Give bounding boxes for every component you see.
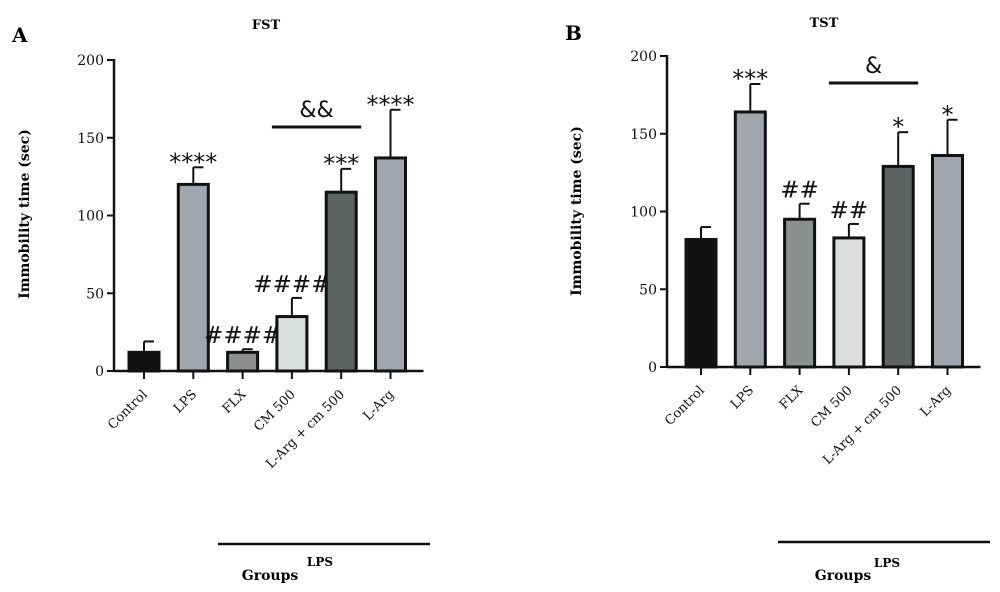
plot-area-b: 0 50 100 150 200 Control LPS *** FLX ## CM 500 ## L-… bbox=[630, 49, 981, 468]
x-tick-label-b: CM 500 bbox=[808, 383, 856, 431]
x-tick-label-a: L-Arg bbox=[361, 387, 398, 424]
group-label-b: LPS bbox=[874, 556, 900, 570]
y-tick-label-a: 200 bbox=[77, 53, 104, 69]
bracket-label-b: & bbox=[865, 54, 882, 79]
panel-label-a: A bbox=[11, 23, 28, 47]
y-tick-label-b: 100 bbox=[630, 205, 657, 221]
bar-b bbox=[684, 237, 718, 369]
x-tick-label-b: LPS bbox=[728, 383, 757, 412]
significance-label-a: **** bbox=[169, 148, 217, 176]
x-tick-label-a: LPS bbox=[171, 387, 200, 416]
x-axis-label-b: Groups bbox=[815, 568, 872, 584]
y-tick-label-a: 0 bbox=[95, 364, 104, 380]
x-tick-label-b: FLX bbox=[777, 383, 807, 413]
x-tick-label-a: Control bbox=[105, 387, 151, 433]
x-axis-label-a: Groups bbox=[242, 568, 299, 584]
y-tick-label-a: 150 bbox=[77, 131, 104, 147]
y-tick-label-a: 50 bbox=[86, 286, 104, 302]
y-tick-label-b: 200 bbox=[630, 49, 657, 65]
x-tick-label-a: CM 500 bbox=[251, 387, 299, 435]
significance-label-b: * bbox=[892, 113, 904, 141]
bar-a bbox=[275, 315, 309, 373]
y-tick-label-b: 0 bbox=[648, 360, 657, 376]
bar-a bbox=[226, 350, 260, 373]
y-tick-label-b: 150 bbox=[630, 127, 657, 143]
y-tick-label-a: 100 bbox=[77, 209, 104, 225]
x-tick-label-a: FLX bbox=[220, 387, 250, 417]
significance-label-b: ## bbox=[780, 178, 819, 204]
bar-b bbox=[783, 217, 817, 369]
significance-label-b: ## bbox=[830, 198, 869, 224]
bar-a bbox=[324, 190, 358, 373]
panel-fst: A FST Immobility time (sec) 0 50 100 150 200… bbox=[11, 18, 430, 584]
bar-b bbox=[931, 154, 964, 369]
panel-tst: B TST Immobility time (sec) 0 50 100 150 200… bbox=[565, 16, 990, 584]
y-tick-label-b: 50 bbox=[639, 282, 657, 298]
significance-label-a: #### bbox=[204, 323, 281, 349]
significance-label-a: #### bbox=[253, 272, 330, 298]
significance-label-a: *** bbox=[323, 150, 359, 178]
chart-title-fst: FST bbox=[252, 18, 281, 33]
group-label-a: LPS bbox=[307, 555, 333, 569]
significance-label-b: *** bbox=[732, 65, 768, 93]
y-axis-label-b: Immobility time (sec) bbox=[569, 126, 585, 296]
significance-label-b: * bbox=[942, 101, 954, 129]
bar-a bbox=[127, 350, 161, 373]
bar-a bbox=[176, 182, 210, 373]
plot-area-a: 0 50 100 150 200 Control LPS **** FLX #### CM 500 #… bbox=[77, 53, 424, 472]
significance-label-a: **** bbox=[367, 91, 415, 119]
bracket-label-a: && bbox=[299, 98, 333, 123]
y-axis-label-a: Immobility time (sec) bbox=[17, 129, 33, 299]
x-tick-label-b: Control bbox=[662, 383, 708, 429]
panel-label-b: B bbox=[565, 21, 582, 45]
bar-b bbox=[881, 164, 915, 369]
x-tick-label-b: L-Arg bbox=[918, 383, 955, 420]
bar-a bbox=[374, 156, 407, 373]
chart-title-tst: TST bbox=[810, 16, 839, 31]
bar-b bbox=[832, 236, 866, 369]
bar-b bbox=[733, 110, 767, 369]
